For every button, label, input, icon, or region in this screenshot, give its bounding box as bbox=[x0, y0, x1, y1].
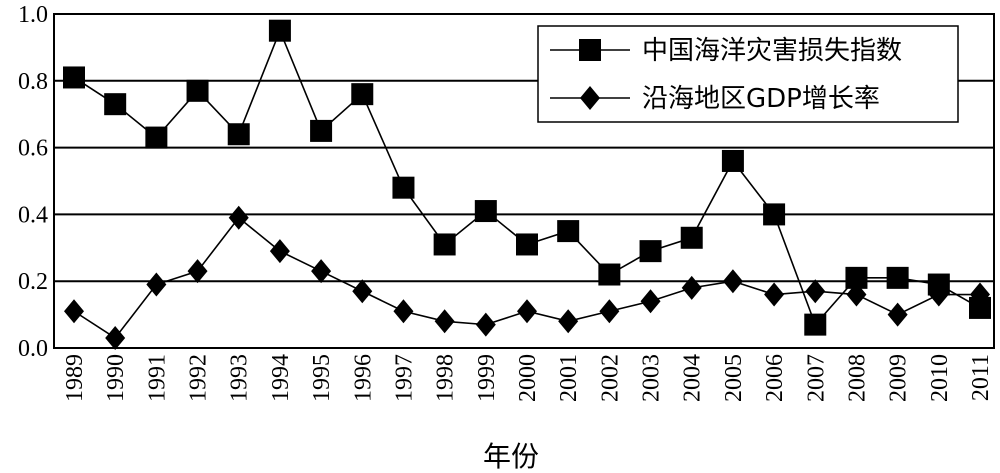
square-marker bbox=[721, 149, 744, 172]
square-marker bbox=[886, 266, 909, 289]
x-tick-label: 1999 bbox=[474, 354, 500, 402]
x-tick-label: 2011 bbox=[968, 354, 994, 401]
square-marker bbox=[63, 66, 85, 89]
series-loss-index bbox=[63, 19, 991, 336]
diamond-marker bbox=[475, 312, 496, 337]
y-tick-label: 0.2 bbox=[18, 269, 48, 295]
diamond-marker bbox=[599, 299, 620, 324]
diamond-marker bbox=[352, 279, 373, 304]
diamond-marker bbox=[640, 289, 661, 314]
square-marker bbox=[268, 19, 291, 42]
legend-item: 沿海地区GDP增长率 bbox=[550, 84, 880, 114]
diamond-marker bbox=[146, 272, 167, 297]
series-gdp-growth bbox=[64, 205, 990, 350]
square-marker bbox=[392, 176, 415, 199]
square-marker bbox=[145, 126, 168, 149]
legend-label: 中国海洋灾害损失指数 bbox=[642, 36, 902, 66]
diamond-marker bbox=[311, 259, 332, 284]
x-tick-label: 1995 bbox=[309, 354, 335, 402]
legend-box bbox=[537, 25, 959, 123]
x-tick-label: 2005 bbox=[721, 354, 747, 402]
square-marker bbox=[969, 296, 991, 319]
x-tick-label: 2009 bbox=[886, 354, 912, 402]
x-tick-label: 1991 bbox=[144, 354, 170, 402]
y-tick-label: 0.4 bbox=[18, 202, 48, 228]
square-marker bbox=[227, 123, 250, 146]
x-tick-label: 2007 bbox=[803, 354, 829, 402]
x-axis-ticks: 1989 1990 1991 1992 1993 1994 1995 1996 1997 1998… bbox=[62, 354, 994, 402]
square-marker bbox=[598, 263, 621, 286]
square-marker bbox=[104, 93, 127, 116]
square-marker bbox=[186, 79, 209, 102]
x-tick-label: 2006 bbox=[762, 354, 788, 402]
y-axis-ticks: 0.0 0.2 0.4 0.6 0.8 1.0 bbox=[18, 2, 48, 362]
diamond-marker bbox=[970, 282, 990, 307]
diamond-marker bbox=[228, 205, 249, 230]
diamond-marker bbox=[805, 279, 826, 304]
square-marker bbox=[310, 119, 333, 142]
legend-label: 沿海地区GDP增长率 bbox=[642, 84, 880, 114]
x-tick-label: 1997 bbox=[391, 354, 417, 402]
square-marker bbox=[474, 200, 497, 223]
diamond-marker bbox=[393, 299, 414, 324]
diamond-marker bbox=[846, 282, 867, 307]
square-marker bbox=[845, 266, 868, 289]
square-marker bbox=[804, 313, 827, 336]
diamond-marker bbox=[887, 302, 908, 327]
x-tick-label: 1994 bbox=[268, 354, 294, 402]
x-axis-title: 年份 bbox=[483, 440, 539, 473]
square-marker bbox=[680, 226, 703, 249]
x-tick-label: 1998 bbox=[433, 354, 459, 402]
x-tick-label: 2000 bbox=[515, 354, 541, 402]
diamond-marker bbox=[764, 282, 785, 307]
x-tick-label: 1990 bbox=[103, 354, 129, 402]
diamond-marker bbox=[517, 299, 537, 324]
diamond-marker bbox=[64, 299, 84, 324]
x-tick-label: 1989 bbox=[62, 354, 88, 402]
x-tick-label: 1992 bbox=[186, 354, 212, 402]
y-tick-label: 1.0 bbox=[18, 2, 48, 28]
y-tick-label: 0.8 bbox=[18, 69, 48, 95]
square-marker bbox=[763, 203, 786, 226]
diamond-marker bbox=[269, 239, 290, 264]
y-tick-label: 0.6 bbox=[18, 136, 48, 162]
plot-frame bbox=[53, 13, 995, 349]
x-tick-label: 1996 bbox=[350, 354, 376, 402]
y-tick-label: 0.0 bbox=[18, 336, 48, 362]
diamond-marker bbox=[928, 282, 949, 307]
square-marker bbox=[433, 233, 456, 256]
diamond-marker bbox=[187, 259, 208, 284]
square-marker bbox=[351, 83, 374, 106]
x-tick-label: 2001 bbox=[556, 354, 582, 402]
legend-marker bbox=[580, 86, 600, 110]
square-marker bbox=[639, 240, 662, 263]
diamond-marker bbox=[681, 275, 702, 300]
x-tick-label: 2002 bbox=[597, 354, 623, 402]
x-tick-label: 2008 bbox=[844, 354, 870, 402]
legend-marker bbox=[579, 39, 601, 61]
x-tick-label: 2004 bbox=[680, 354, 706, 402]
square-marker bbox=[557, 220, 580, 243]
series-layer bbox=[63, 19, 991, 350]
diamond-marker bbox=[434, 309, 455, 334]
diamond-marker bbox=[105, 325, 126, 350]
diamond-marker bbox=[722, 269, 743, 294]
x-tick-label: 2010 bbox=[927, 354, 953, 402]
legend-item: 中国海洋灾害损失指数 bbox=[550, 36, 902, 66]
x-tick-label: 2003 bbox=[639, 354, 665, 402]
square-marker bbox=[516, 233, 538, 256]
x-tick-label: 1993 bbox=[227, 354, 253, 402]
diamond-marker bbox=[558, 309, 579, 334]
